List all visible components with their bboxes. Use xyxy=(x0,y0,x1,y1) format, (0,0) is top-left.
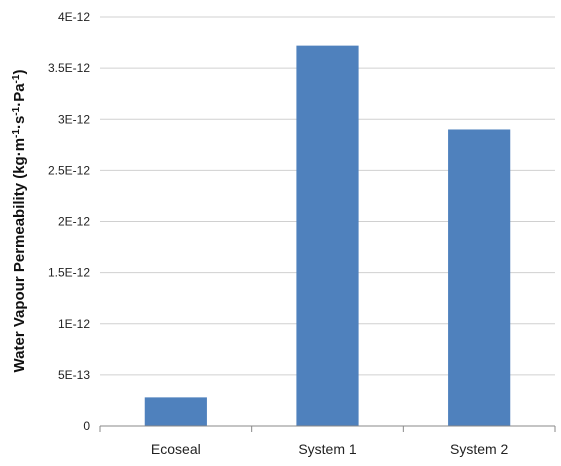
y-axis-title-sup1: -1 xyxy=(11,129,22,138)
y-axis-title-sup2: -1 xyxy=(11,106,22,115)
bar xyxy=(448,129,511,426)
y-axis-title-mid1: ·s xyxy=(11,116,28,129)
y-tick-labels: 0 5E-13 1E-12 1.5E-12 2E-12 2.5E-12 3E-12 3.5E-… xyxy=(48,10,90,433)
x-category-label: Ecoseal xyxy=(151,441,201,457)
y-tick-label: 2E-12 xyxy=(58,215,90,229)
x-category-label: System 2 xyxy=(450,441,509,457)
y-tick-label: 5E-13 xyxy=(58,368,90,382)
y-axis-title: Water Vapour Permeability (kg·m-1·s-1·Pa… xyxy=(11,70,29,373)
x-axis xyxy=(99,425,556,432)
x-category-label: System 1 xyxy=(298,441,357,457)
y-axis-title-mid2: ·Pa xyxy=(11,83,28,107)
y-tick-label: 2.5E-12 xyxy=(48,163,90,177)
y-axis-title-end: ) xyxy=(11,70,28,75)
y-tick-label: 3E-12 xyxy=(58,112,90,126)
bar xyxy=(144,397,207,426)
y-tick-label: 4E-12 xyxy=(58,10,90,24)
y-tick-label: 1E-12 xyxy=(58,317,90,331)
x-category-labels: Ecoseal System 1 System 2 xyxy=(151,441,509,457)
y-tick-label: 3.5E-12 xyxy=(48,61,90,75)
y-axis-title-main: Water Vapour Permeability (kg·m xyxy=(11,138,28,373)
bar xyxy=(296,45,359,426)
y-tick-label: 1.5E-12 xyxy=(48,266,90,280)
y-axis-title-sup3: -1 xyxy=(11,74,22,83)
y-tick-label: 0 xyxy=(83,419,90,433)
bars xyxy=(144,45,511,426)
